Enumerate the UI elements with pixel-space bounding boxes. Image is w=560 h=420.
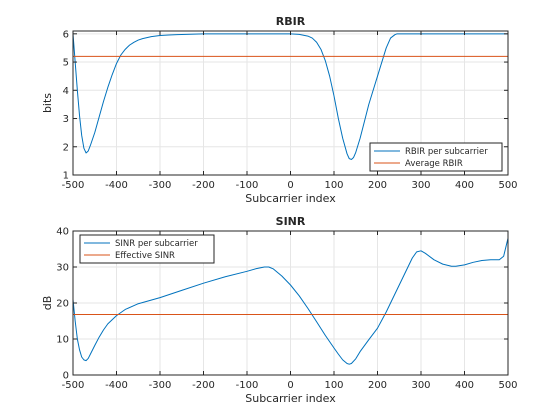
- x-tick-label: -200: [192, 180, 215, 191]
- x-tick-label: 300: [411, 380, 430, 391]
- x-tick-label: 500: [498, 380, 517, 391]
- y-tick-label: 1: [63, 171, 69, 182]
- chart-rbir: -500 -400 -300 -200 -100 0 100 200 300 400 500 1 2 3 4…: [41, 15, 518, 205]
- legend-box: [79, 234, 215, 264]
- x-tick-label: 500: [498, 180, 517, 191]
- x-tick-label: -200: [192, 380, 215, 391]
- legend: SINR per subcarrier Effective SINR: [79, 234, 215, 264]
- chart-title: RBIR: [276, 15, 306, 28]
- legend-label: Effective SINR: [115, 251, 175, 261]
- x-tick-label: -500: [62, 180, 85, 191]
- tick-marks: [72, 230, 509, 376]
- legend-label: Average RBIR: [405, 159, 463, 169]
- y-tick-label: 5: [63, 58, 69, 69]
- x-axis-label: Subcarrier index: [245, 192, 336, 205]
- x-tick-label: -400: [105, 180, 128, 191]
- legend-label: SINR per subcarrier: [115, 239, 198, 249]
- y-tick-label: 30: [56, 263, 69, 274]
- y-tick-label: 4: [63, 86, 69, 97]
- x-tick-label: -100: [236, 380, 259, 391]
- y-tick-label: 6: [63, 29, 69, 40]
- y-tick-label: 10: [56, 335, 69, 346]
- x-axis-label: Subcarrier index: [245, 392, 336, 405]
- tick-marks: [72, 31, 509, 176]
- series-line-rbir-per-subcarrier: [72, 33, 508, 160]
- x-tick-label: 400: [455, 380, 474, 391]
- x-tick-label: -100: [236, 180, 259, 191]
- x-tick-label: 200: [368, 180, 387, 191]
- x-tick-label: 0: [287, 380, 293, 391]
- chart-sinr: -500 -400 -300 -200 -100 0 100 200 300 400 500 0 10 2…: [41, 215, 518, 405]
- legend: RBIR per subcarrier Average RBIR: [369, 142, 503, 172]
- x-tick-label: 400: [455, 180, 474, 191]
- x-tick-label: 100: [324, 180, 343, 191]
- x-tick-label: -500: [62, 380, 85, 391]
- y-tick-label: 3: [63, 114, 69, 125]
- y-tick-label: 0: [63, 371, 69, 382]
- x-tick-label: -300: [149, 180, 172, 191]
- y-axis-label: dB: [41, 296, 54, 311]
- y-tick-label: 2: [63, 142, 69, 153]
- x-tick-label: -400: [105, 380, 128, 391]
- x-tick-label: -300: [149, 380, 172, 391]
- y-tick-label: 20: [56, 299, 69, 310]
- legend-box: [369, 142, 503, 172]
- y-axis-label: bits: [41, 93, 54, 113]
- series-line-sinr-per-subcarrier: [72, 238, 509, 365]
- legend-label: RBIR per subcarrier: [405, 147, 488, 157]
- x-tick-label: 300: [411, 180, 430, 191]
- x-tick-label: 100: [324, 380, 343, 391]
- y-tick-label: 40: [56, 227, 69, 238]
- chart-title: SINR: [276, 215, 306, 228]
- x-tick-label: 0: [287, 180, 293, 191]
- x-tick-label: 200: [368, 380, 387, 391]
